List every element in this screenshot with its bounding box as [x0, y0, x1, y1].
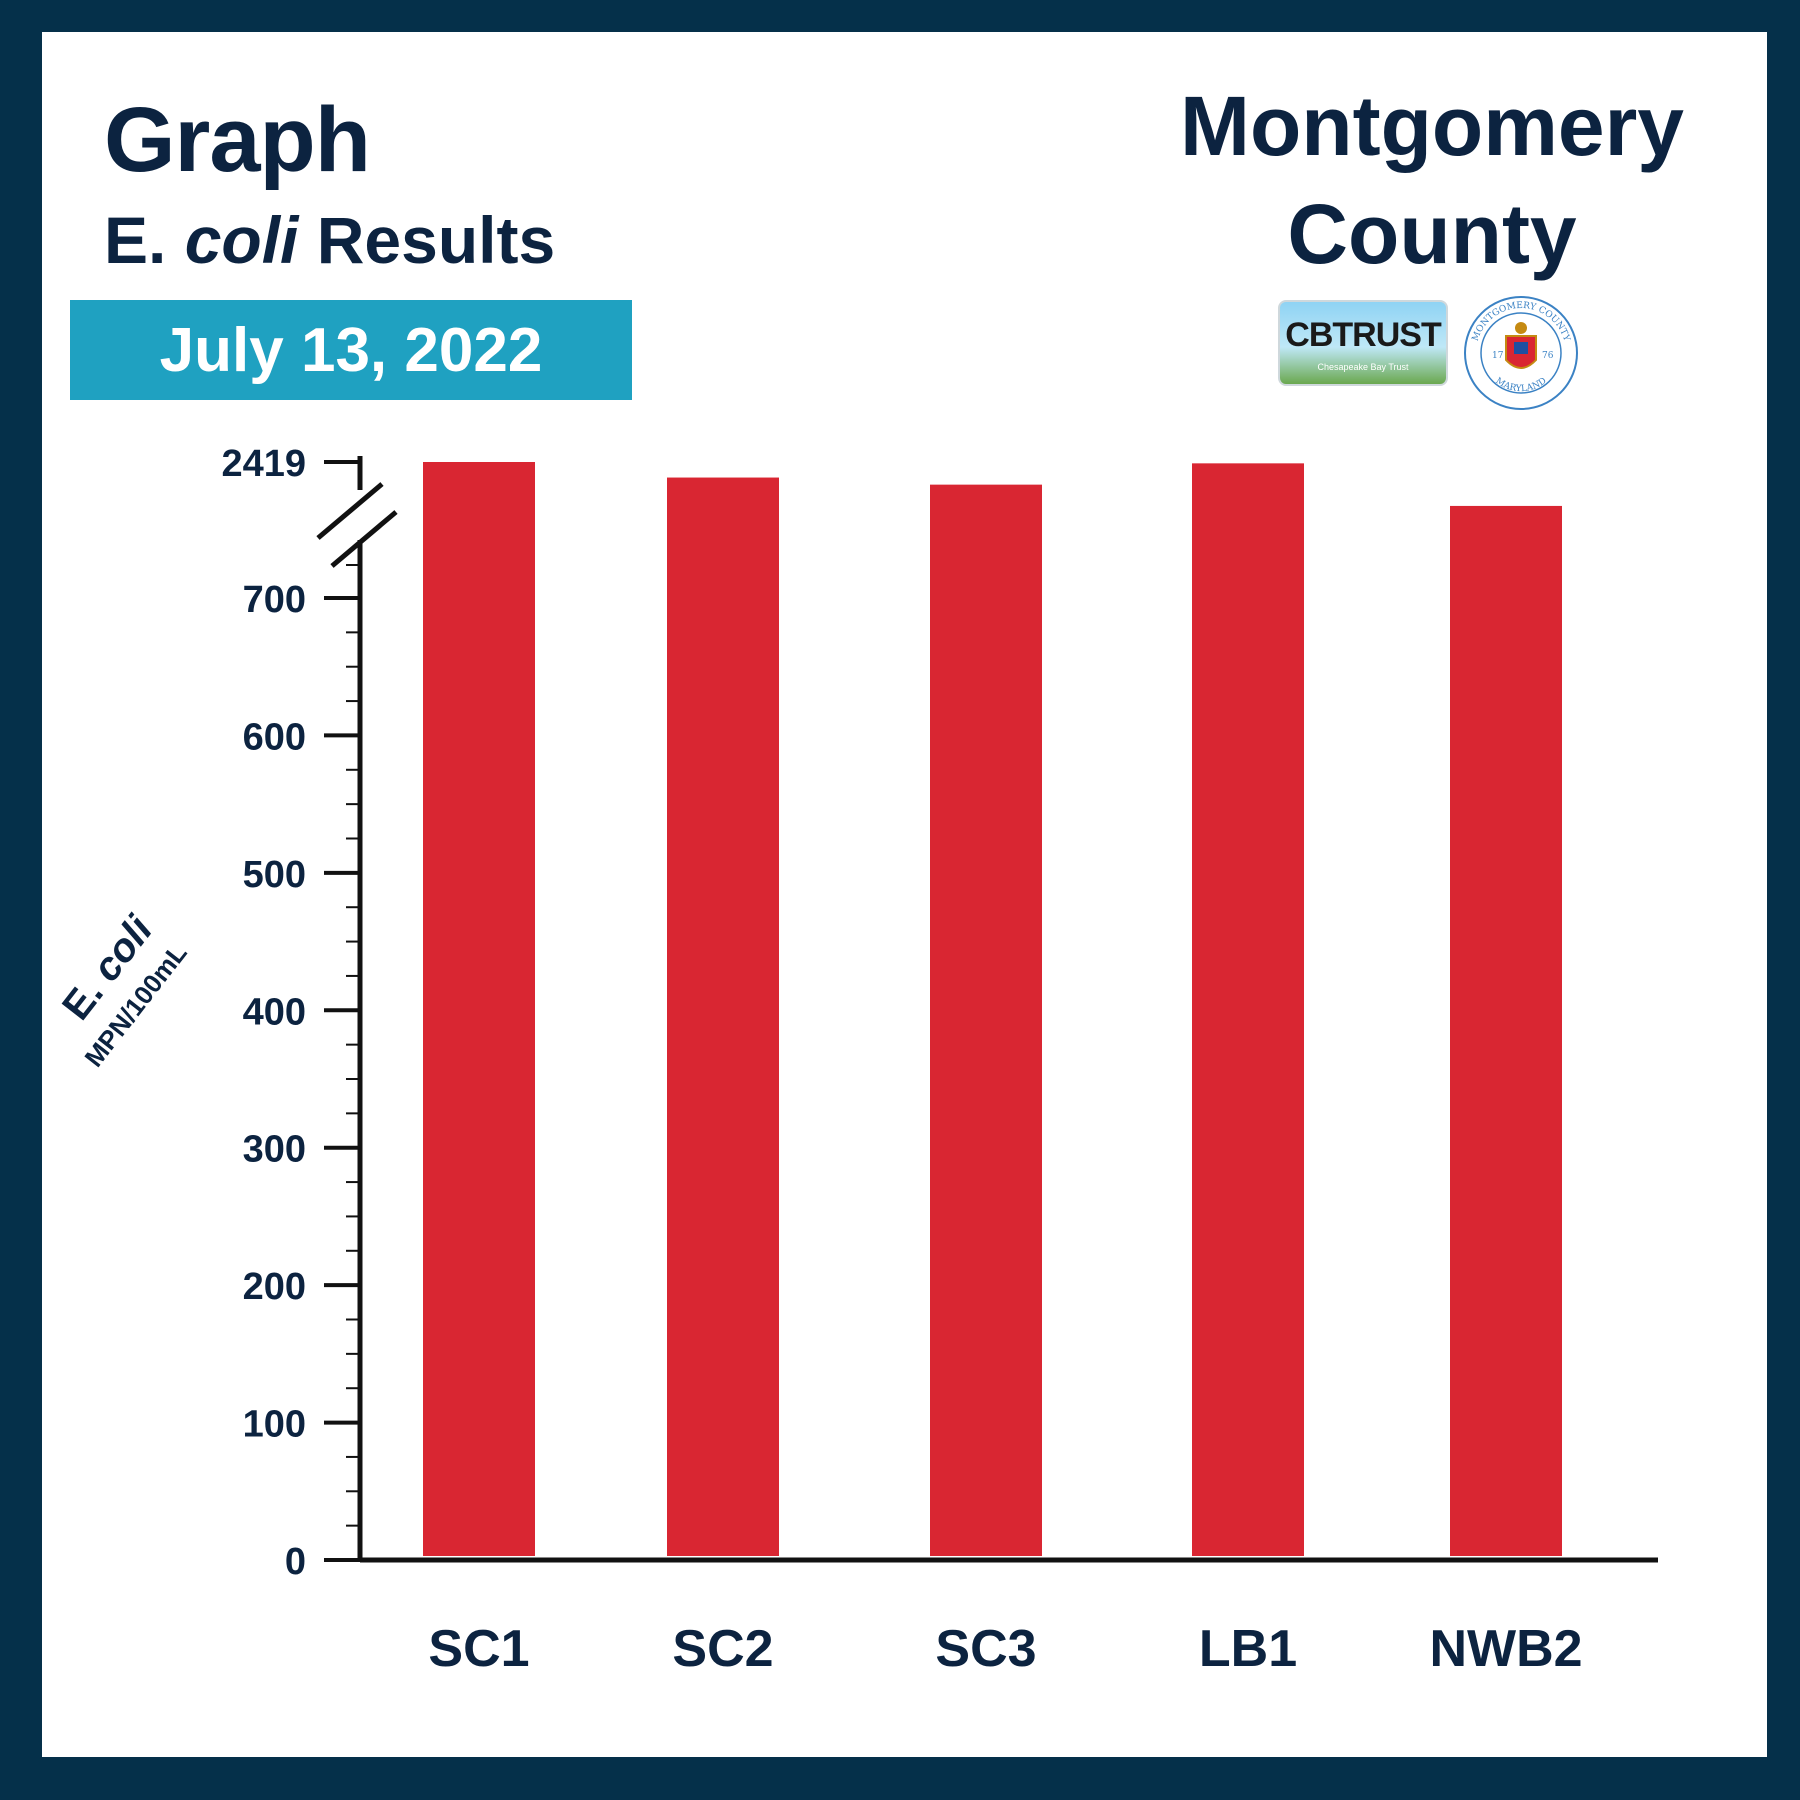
- county-line-2: County: [1287, 187, 1577, 281]
- x-tick-label-sc3: SC3: [935, 1620, 1036, 1678]
- y-tick-label-2419: 2419: [221, 443, 306, 485]
- subtitle-suffix: Results: [316, 203, 556, 277]
- axis-break-mark-2: [330, 510, 398, 568]
- date-banner: July 13, 2022: [70, 300, 632, 400]
- subtitle-italic: coli: [184, 203, 299, 277]
- bar-lb1: [1192, 463, 1304, 1557]
- seal-year-right: 76: [1542, 351, 1554, 361]
- y-tick-label-700: 700: [243, 579, 306, 621]
- x-tick-label-lb1: LB1: [1199, 1620, 1297, 1678]
- y-tick-label-400: 400: [243, 991, 306, 1033]
- bar-nwb2: [1450, 505, 1562, 1556]
- subtitle-prefix: E.: [104, 203, 167, 277]
- y-tick-label-500: 500: [243, 854, 306, 896]
- county-line-1: Montgomery: [1180, 79, 1684, 173]
- bar-sc3: [930, 484, 1042, 1556]
- bar-sc2: [667, 477, 779, 1557]
- x-tick-label-sc2: SC2: [672, 1620, 773, 1678]
- y-tick-label-0: 0: [285, 1541, 306, 1583]
- y-tick-label-600: 600: [243, 716, 306, 758]
- seal-year-left: 17: [1492, 351, 1504, 361]
- y-tick-label-200: 200: [243, 1266, 306, 1308]
- chart-subtitle: E. coli Results: [104, 202, 555, 278]
- graph-title: Graph: [104, 89, 371, 191]
- county-name: Montgomery County: [1132, 72, 1732, 288]
- x-tick-label-sc1: SC1: [428, 1620, 529, 1678]
- cbtrust-logo: CBTRUST Chesapeake Bay Trust: [1278, 300, 1448, 386]
- bar-sc1: [423, 462, 535, 1556]
- cbtrust-logo-text: CBTRUST: [1285, 316, 1441, 354]
- cbtrust-logo-tagline: Chesapeake Bay Trust: [1317, 362, 1409, 372]
- y-tick-label-300: 300: [243, 1129, 306, 1171]
- county-seal-logo: MONTGOMERY COUNTY MARYLAND 17 76: [1464, 296, 1578, 410]
- y-tick-label-100: 100: [243, 1404, 306, 1446]
- x-tick-label-nwb2: NWB2: [1429, 1620, 1582, 1678]
- axis-break-mark-1: [316, 482, 384, 540]
